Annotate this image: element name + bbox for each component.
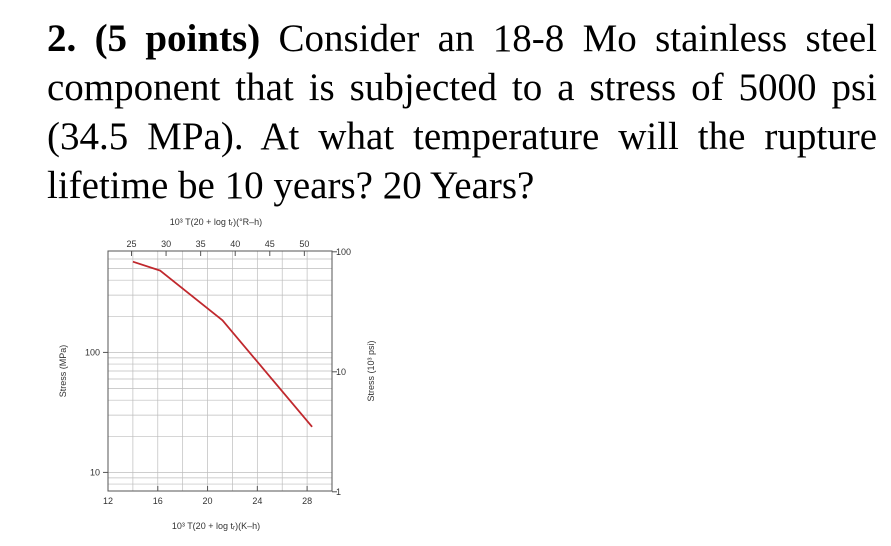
chart-series	[132, 260, 313, 428]
right-tick-label: 1	[336, 487, 341, 497]
top-tick-label: 40	[230, 239, 240, 249]
bottom-tick-label: 24	[252, 496, 262, 506]
question-body: Consider an 18-8 Mo stainless steel comp…	[47, 17, 878, 207]
left-tick-label: 100	[85, 347, 100, 357]
question-number: 2.	[47, 17, 77, 60]
plot-frame	[107, 250, 333, 492]
right-tick-label: 10	[336, 367, 346, 377]
chart-grid	[108, 251, 332, 491]
top-tick-label: 50	[299, 239, 309, 249]
bottom-axis-label: 10³ T(20 + log tᵣ)(K–h)	[172, 521, 260, 531]
chart-ticks: 12 16 20 24 28 25 30 35 40 45 50 100 10 100 10 1	[85, 239, 351, 506]
bottom-tick-label: 20	[203, 496, 213, 506]
top-tick-label: 30	[161, 239, 171, 249]
larson-miller-chart: 12 16 20 24 28 25 30 35 40 45 50 100 10 100 10 1 10³ T(…	[58, 217, 376, 531]
right-tick-label: 100	[336, 247, 351, 257]
top-tick-label: 25	[126, 239, 136, 249]
bottom-tick-label: 12	[103, 496, 113, 506]
bottom-tick-label: 28	[302, 496, 312, 506]
top-axis-label: 10³ T(20 + log tᵣ)(°R–h)	[170, 217, 262, 227]
left-tick-label: 10	[90, 467, 100, 477]
question-text: 2. (5 points) Consider an 18-8 Mo stainl…	[47, 14, 877, 210]
question-points: (5 points)	[94, 17, 261, 60]
rupture-curve-line	[132, 260, 313, 428]
left-axis-label: Stress (MPa)	[58, 345, 68, 398]
right-axis-label: Stress (10³ psi)	[366, 340, 376, 401]
top-tick-label: 35	[196, 239, 206, 249]
top-tick-label: 45	[265, 239, 275, 249]
bottom-tick-label: 16	[153, 496, 163, 506]
